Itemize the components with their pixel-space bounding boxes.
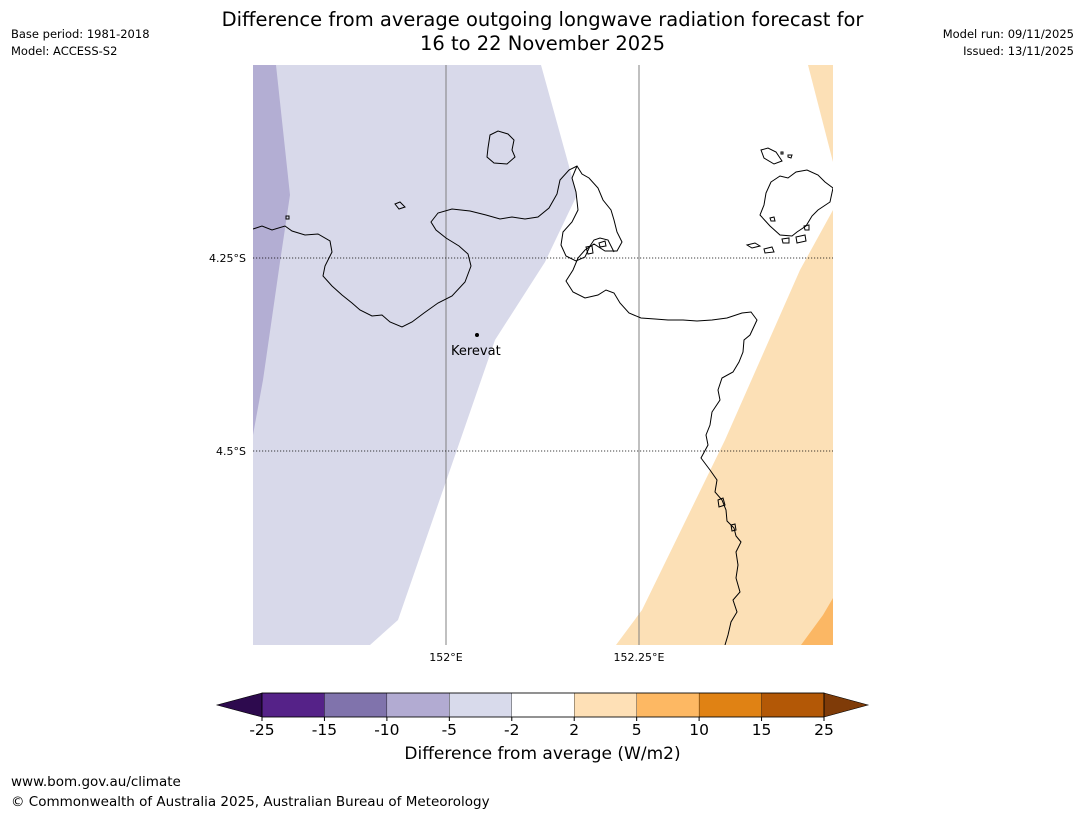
base-period: Base period: 1981-2018: [11, 27, 150, 41]
colorbar-outline: [261, 692, 825, 718]
meta-left: Base period: 1981-2018 Model: ACCESS-S2: [11, 26, 150, 60]
island-north: [486, 130, 516, 165]
colorbar-swatch: [324, 692, 388, 718]
kerevat-marker: [475, 333, 479, 337]
colorbar-extend-low: [215, 692, 263, 718]
islet-south-2: [730, 523, 737, 532]
island-ne-north-1: [760, 147, 783, 165]
lat-label-4-5: 4.5°S: [216, 445, 246, 458]
colorbar-swatches: [215, 692, 870, 718]
colorbar-tick-label: -5: [442, 721, 457, 739]
title-line-1: Difference from average outgoing longwav…: [221, 8, 864, 31]
colorbar-extend-high: [823, 692, 870, 718]
model-name: Model: ACCESS-S2: [11, 44, 118, 58]
anomaly-region-top-peach: [808, 65, 833, 162]
island-ne-north-2: [780, 151, 784, 155]
colorbar-tick-label: -2: [504, 721, 519, 739]
issued-date: Issued: 13/11/2025: [963, 44, 1074, 58]
coastline-peninsula: [560, 165, 615, 262]
colorbar-swatch: [449, 692, 512, 718]
colorbar-tick-label: -10: [374, 721, 399, 739]
colorbar-tick-label: 25: [814, 721, 834, 739]
footer-copyright: © Commonwealth of Australia 2025, Austra…: [11, 794, 490, 810]
islet-ne-5: [803, 224, 810, 231]
colorbar-title: Difference from average (W/m2): [404, 744, 681, 764]
islet-south-1: [717, 497, 726, 508]
island-ne-main: [759, 169, 833, 237]
islet-ne-3: [781, 237, 790, 244]
map: Kerevat 4.25°S 4.5°S 152°E 152.25°E: [209, 65, 833, 664]
colorbar-tick-label: -25: [249, 721, 274, 739]
islet-west-dot: [285, 215, 290, 220]
colorbar-swatch: [761, 692, 825, 718]
coastline: [253, 130, 833, 645]
colorbar: -25 -15 -10 -5 -2 2 5 10 15 25: [215, 692, 870, 739]
islet-ne-1: [745, 242, 762, 249]
colorbar-tick-label: -15: [312, 721, 337, 739]
lat-label-4-25: 4.25°S: [209, 252, 246, 265]
islet-west: [394, 201, 406, 210]
anomaly-region-neg-5-10: [253, 65, 290, 435]
colorbar-swatch: [574, 692, 637, 718]
anomaly-region-pos-5-10: [801, 598, 833, 645]
colorbar-swatch: [386, 692, 450, 718]
islet-ne-2: [763, 246, 775, 254]
colorbar-tick-label: 5: [632, 721, 642, 739]
island-ne-north-3: [787, 154, 793, 159]
coastline-main: [253, 165, 758, 645]
colorbar-tick-label: 15: [752, 721, 772, 739]
lon-label-152: 152°E: [429, 651, 462, 664]
map-title: Difference from average outgoing longwav…: [0, 8, 1085, 56]
model-run: Model run: 09/11/2025: [942, 27, 1074, 41]
islet-ne-6: [769, 216, 776, 222]
meta-right: Model run: 09/11/2025 Issued: 13/11/2025: [943, 26, 1074, 60]
footer-url: www.bom.gov.au/climate: [11, 774, 181, 790]
anomaly-region-neg-2-5: [253, 65, 577, 645]
title-line-2: 16 to 22 November 2025: [419, 32, 666, 55]
map-frame: Kerevat: [253, 65, 833, 645]
colorbar-tick-label: 10: [689, 721, 709, 739]
colorbar-tick-label: 2: [569, 721, 579, 739]
islet-peninsula-2: [598, 240, 607, 248]
islet-peninsula-1: [585, 245, 594, 255]
islet-ne-4: [795, 234, 807, 244]
colorbar-swatch: [636, 692, 700, 718]
colorbar-swatch: [698, 692, 762, 718]
colorbar-swatch: [511, 692, 575, 718]
colorbar-tick-labels: -25 -15 -10 -5 -2 2 5 10 15 25: [249, 717, 834, 739]
kerevat-label: Kerevat: [451, 344, 501, 359]
anomaly-region-pos-2-5: [616, 210, 833, 645]
lon-label-152-25: 152.25°E: [614, 651, 665, 664]
colorbar-swatch: [261, 692, 325, 718]
